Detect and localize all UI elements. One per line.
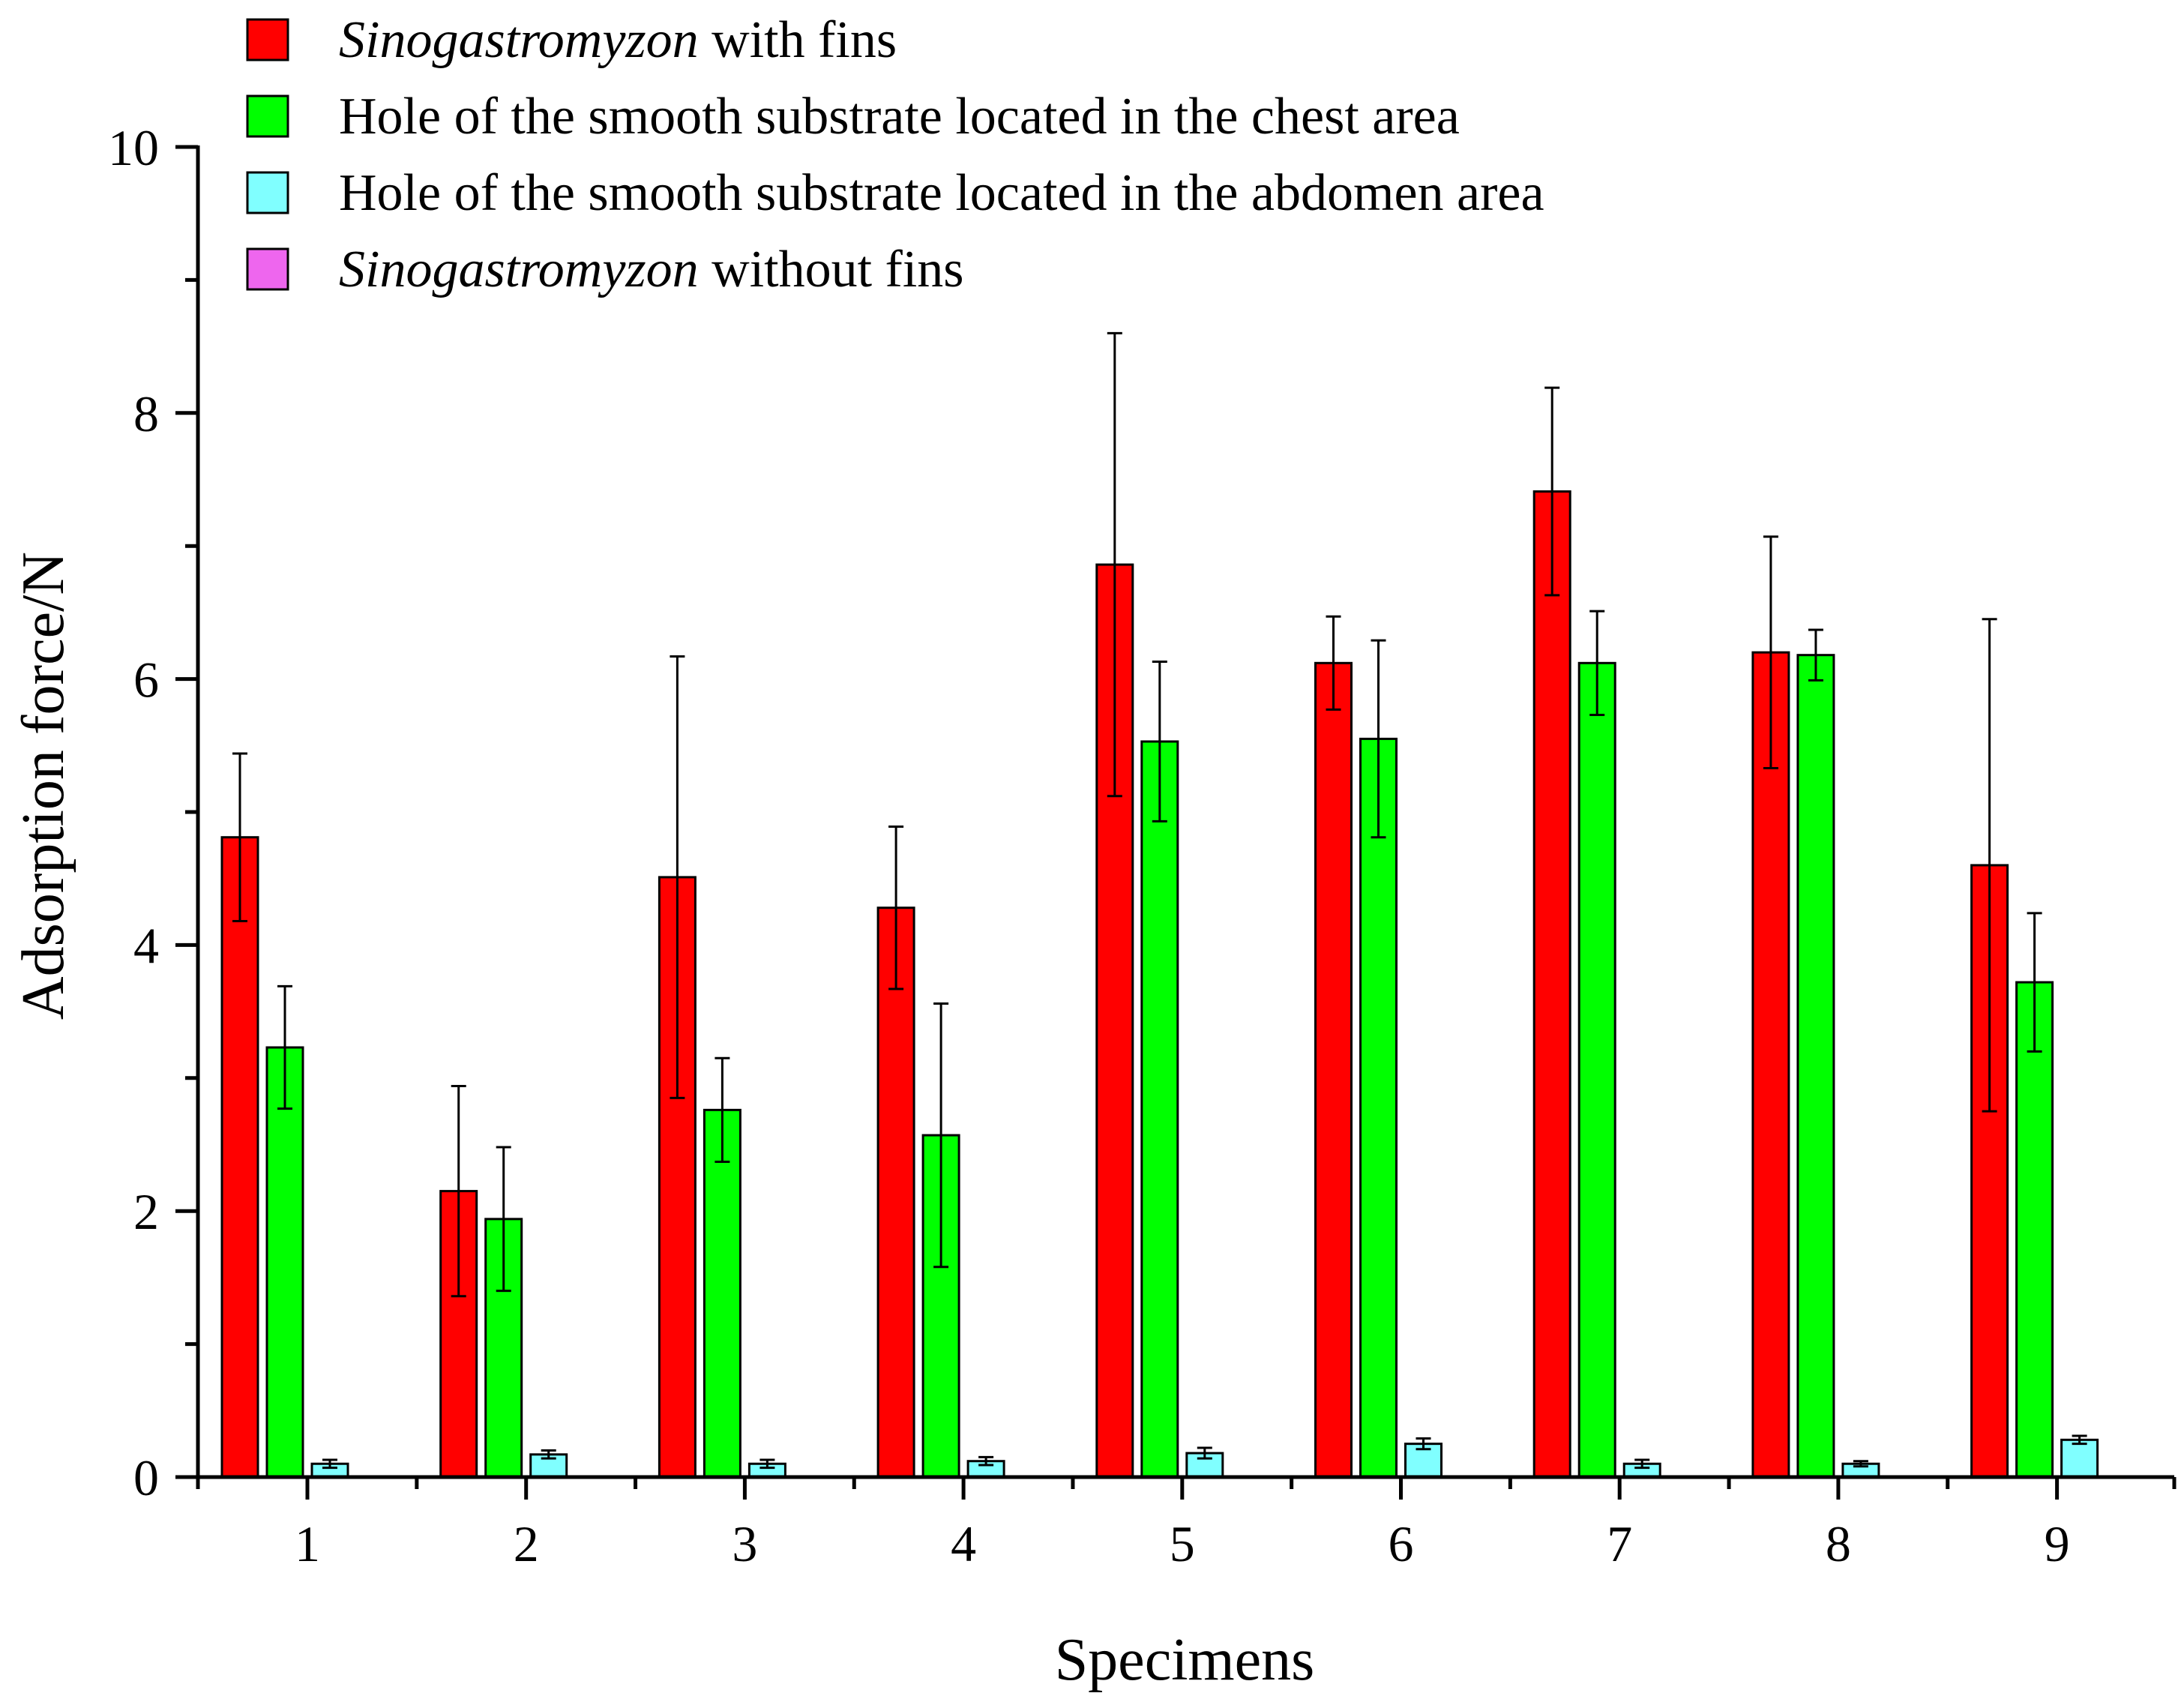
x-tick-label: 3 bbox=[732, 1515, 757, 1572]
bar-series-1-specimen-4 bbox=[876, 906, 915, 1479]
y-axis-title: Adsorption force/N bbox=[10, 552, 76, 1020]
legend-label-series-3: Hole of the smooth substrate located in … bbox=[339, 164, 1544, 222]
y-axis-ticks: 0 2 4 6 8 10 bbox=[108, 119, 198, 1506]
x-tick-label: 2 bbox=[514, 1515, 539, 1572]
x-tick-label: 4 bbox=[951, 1515, 976, 1572]
legend-genus-name: Sinogastromyzon bbox=[339, 11, 699, 69]
x-axis-ticks: 1 2 3 4 5 6 7 8 9 bbox=[196, 1477, 2177, 1572]
legend-swatch-series-1 bbox=[246, 18, 289, 61]
legend: Sinogastromyzon with fins Hole of the smo… bbox=[246, 11, 1544, 298]
x-tick-label: 6 bbox=[1389, 1515, 1414, 1572]
bar-series-3-specimen-9 bbox=[2060, 1438, 2099, 1479]
legend-swatch-series-4 bbox=[246, 247, 289, 291]
bar-series-1-specimen-6 bbox=[1314, 661, 1353, 1479]
legend-descriptor: without fins bbox=[712, 241, 963, 298]
legend-swatch-series-2 bbox=[246, 94, 289, 138]
y-tick-label: 6 bbox=[133, 652, 159, 709]
y-tick-label: 4 bbox=[133, 917, 159, 974]
bar-series-1-specimen-8 bbox=[1751, 651, 1790, 1479]
bar-series-2-specimen-1 bbox=[265, 1046, 304, 1479]
x-tick-label: 5 bbox=[1170, 1515, 1195, 1572]
bar-series-1-specimen-1 bbox=[220, 836, 259, 1479]
bar-series-2-specimen-7 bbox=[1577, 661, 1616, 1479]
y-tick-label: 2 bbox=[133, 1183, 159, 1240]
bar-series-1-specimen-7 bbox=[1532, 490, 1571, 1479]
bar-series-2-specimen-5 bbox=[1140, 740, 1179, 1479]
legend-genus-name: Sinogastromyzon bbox=[339, 241, 699, 298]
bar-series-2-specimen-8 bbox=[1796, 654, 1835, 1479]
x-tick-label: 8 bbox=[1826, 1515, 1851, 1572]
legend-swatch-series-3 bbox=[246, 171, 289, 214]
y-tick-label: 10 bbox=[108, 119, 159, 176]
y-tick-label: 8 bbox=[133, 385, 159, 442]
y-tick-label: 0 bbox=[133, 1449, 159, 1506]
x-tick-label: 7 bbox=[1607, 1515, 1632, 1572]
bar-series-2-specimen-9 bbox=[2015, 981, 2054, 1479]
legend-descriptor: with fins bbox=[712, 11, 897, 69]
bars-layer bbox=[220, 331, 2099, 1479]
x-tick-label: 1 bbox=[295, 1515, 320, 1572]
x-axis-title: Specimens bbox=[1055, 1627, 1315, 1693]
legend-label-series-2: Hole of the smooth substrate located in … bbox=[339, 88, 1460, 145]
x-tick-label: 9 bbox=[2045, 1515, 2070, 1572]
bar-series-2-specimen-3 bbox=[703, 1108, 741, 1479]
bar-series-2-specimen-6 bbox=[1359, 737, 1398, 1479]
legend-label-series-1: Sinogastromyzon with fins bbox=[339, 11, 897, 69]
legend-label-series-4: Sinogastromyzon without fins bbox=[339, 241, 964, 298]
